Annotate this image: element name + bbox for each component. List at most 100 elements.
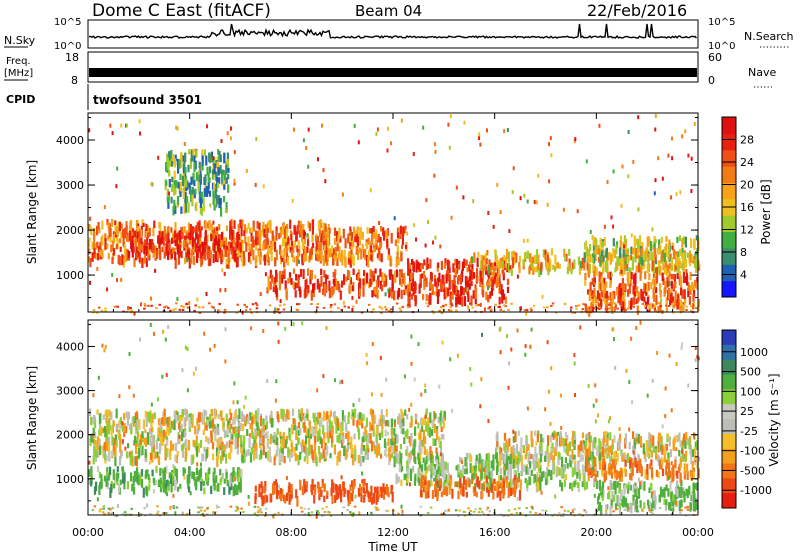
data-cell [528, 267, 531, 274]
data-cell [266, 495, 269, 503]
data-cell [637, 115, 640, 120]
data-cell [115, 439, 118, 448]
data-cell [180, 414, 184, 421]
data-cell [307, 285, 310, 294]
data-cell [555, 262, 558, 270]
data-cell [619, 283, 622, 287]
data-cell [256, 221, 259, 229]
data-cell [487, 307, 490, 310]
data-cell [408, 407, 411, 412]
data-cell [663, 246, 666, 256]
data-cell [499, 210, 502, 215]
data-cell [180, 226, 183, 238]
data-cell [254, 485, 257, 492]
data-cell [249, 308, 252, 311]
data-cell [578, 264, 581, 275]
data-cell [488, 306, 492, 309]
data-cell [559, 479, 562, 487]
data-cell [499, 476, 502, 487]
data-cell [228, 408, 232, 416]
data-cell [265, 451, 268, 459]
data-cell [363, 270, 366, 277]
data-cell [182, 232, 185, 239]
data-cell [372, 414, 375, 424]
data-cell [610, 301, 613, 312]
data-cell [688, 296, 691, 305]
data-cell [552, 264, 555, 270]
data-cell [103, 348, 106, 353]
data-cell [458, 466, 461, 473]
data-cell [311, 226, 314, 235]
data-cell [682, 272, 685, 284]
data-cell [284, 495, 287, 504]
data-cell [508, 229, 511, 234]
data-cell [208, 302, 211, 305]
data-cell [547, 469, 550, 477]
data-cell [652, 446, 655, 453]
data-cell [88, 248, 91, 255]
data-cell [107, 474, 111, 481]
data-cell [278, 311, 281, 314]
data-cell [579, 440, 583, 452]
data-cell [603, 277, 606, 287]
data-cell [457, 490, 460, 500]
data-cell [549, 435, 552, 443]
data-cell [646, 472, 649, 481]
data-cell [235, 432, 238, 440]
data-cell [364, 248, 367, 260]
data-cell [626, 272, 629, 282]
data-cell [493, 274, 496, 285]
data-cell [166, 239, 169, 250]
data-cell [269, 269, 272, 279]
data-cell [101, 234, 104, 246]
data-cell [161, 417, 164, 425]
data-cell [209, 203, 212, 208]
data-cell [542, 437, 545, 443]
data-cell [318, 420, 322, 428]
data-cell [140, 229, 143, 238]
data-cell [257, 425, 260, 437]
data-cell [237, 433, 240, 439]
data-cell [175, 125, 178, 130]
data-cell [324, 239, 327, 250]
data-cell [259, 251, 262, 257]
data-cell [209, 257, 212, 266]
data-cell [606, 290, 609, 299]
data-cell [578, 469, 581, 476]
data-cell [212, 242, 215, 251]
data-cell [358, 239, 361, 246]
data-cell [210, 305, 214, 308]
data-cell [163, 467, 167, 473]
data-cell [136, 432, 140, 439]
data-cell [598, 303, 601, 310]
data-cell [191, 471, 194, 479]
data-cell [97, 222, 100, 230]
data-cell [206, 124, 208, 129]
data-cell [347, 411, 351, 417]
data-cell [99, 445, 102, 456]
data-cell [135, 246, 138, 253]
data-cell [164, 431, 168, 439]
data-cell [602, 438, 605, 447]
data-cell [126, 250, 129, 261]
data-cell [696, 354, 699, 359]
data-cell [311, 486, 314, 496]
data-cell [437, 416, 440, 424]
data-cell [317, 220, 320, 231]
data-cell [230, 218, 233, 227]
data-cell [165, 162, 168, 172]
data-cell [255, 442, 258, 451]
data-cell [665, 499, 668, 507]
data-cell [311, 426, 314, 435]
data-cell [343, 305, 347, 308]
data-cell [478, 480, 481, 490]
data-cell [130, 242, 133, 253]
nave-tick-bottom: 0 [708, 74, 715, 87]
data-cell [134, 456, 137, 466]
data-cell [667, 275, 670, 285]
freq-trace [89, 68, 697, 77]
data-cell [474, 288, 478, 300]
data-cell [654, 127, 657, 132]
data-cell [611, 459, 614, 470]
data-cell [279, 230, 283, 238]
